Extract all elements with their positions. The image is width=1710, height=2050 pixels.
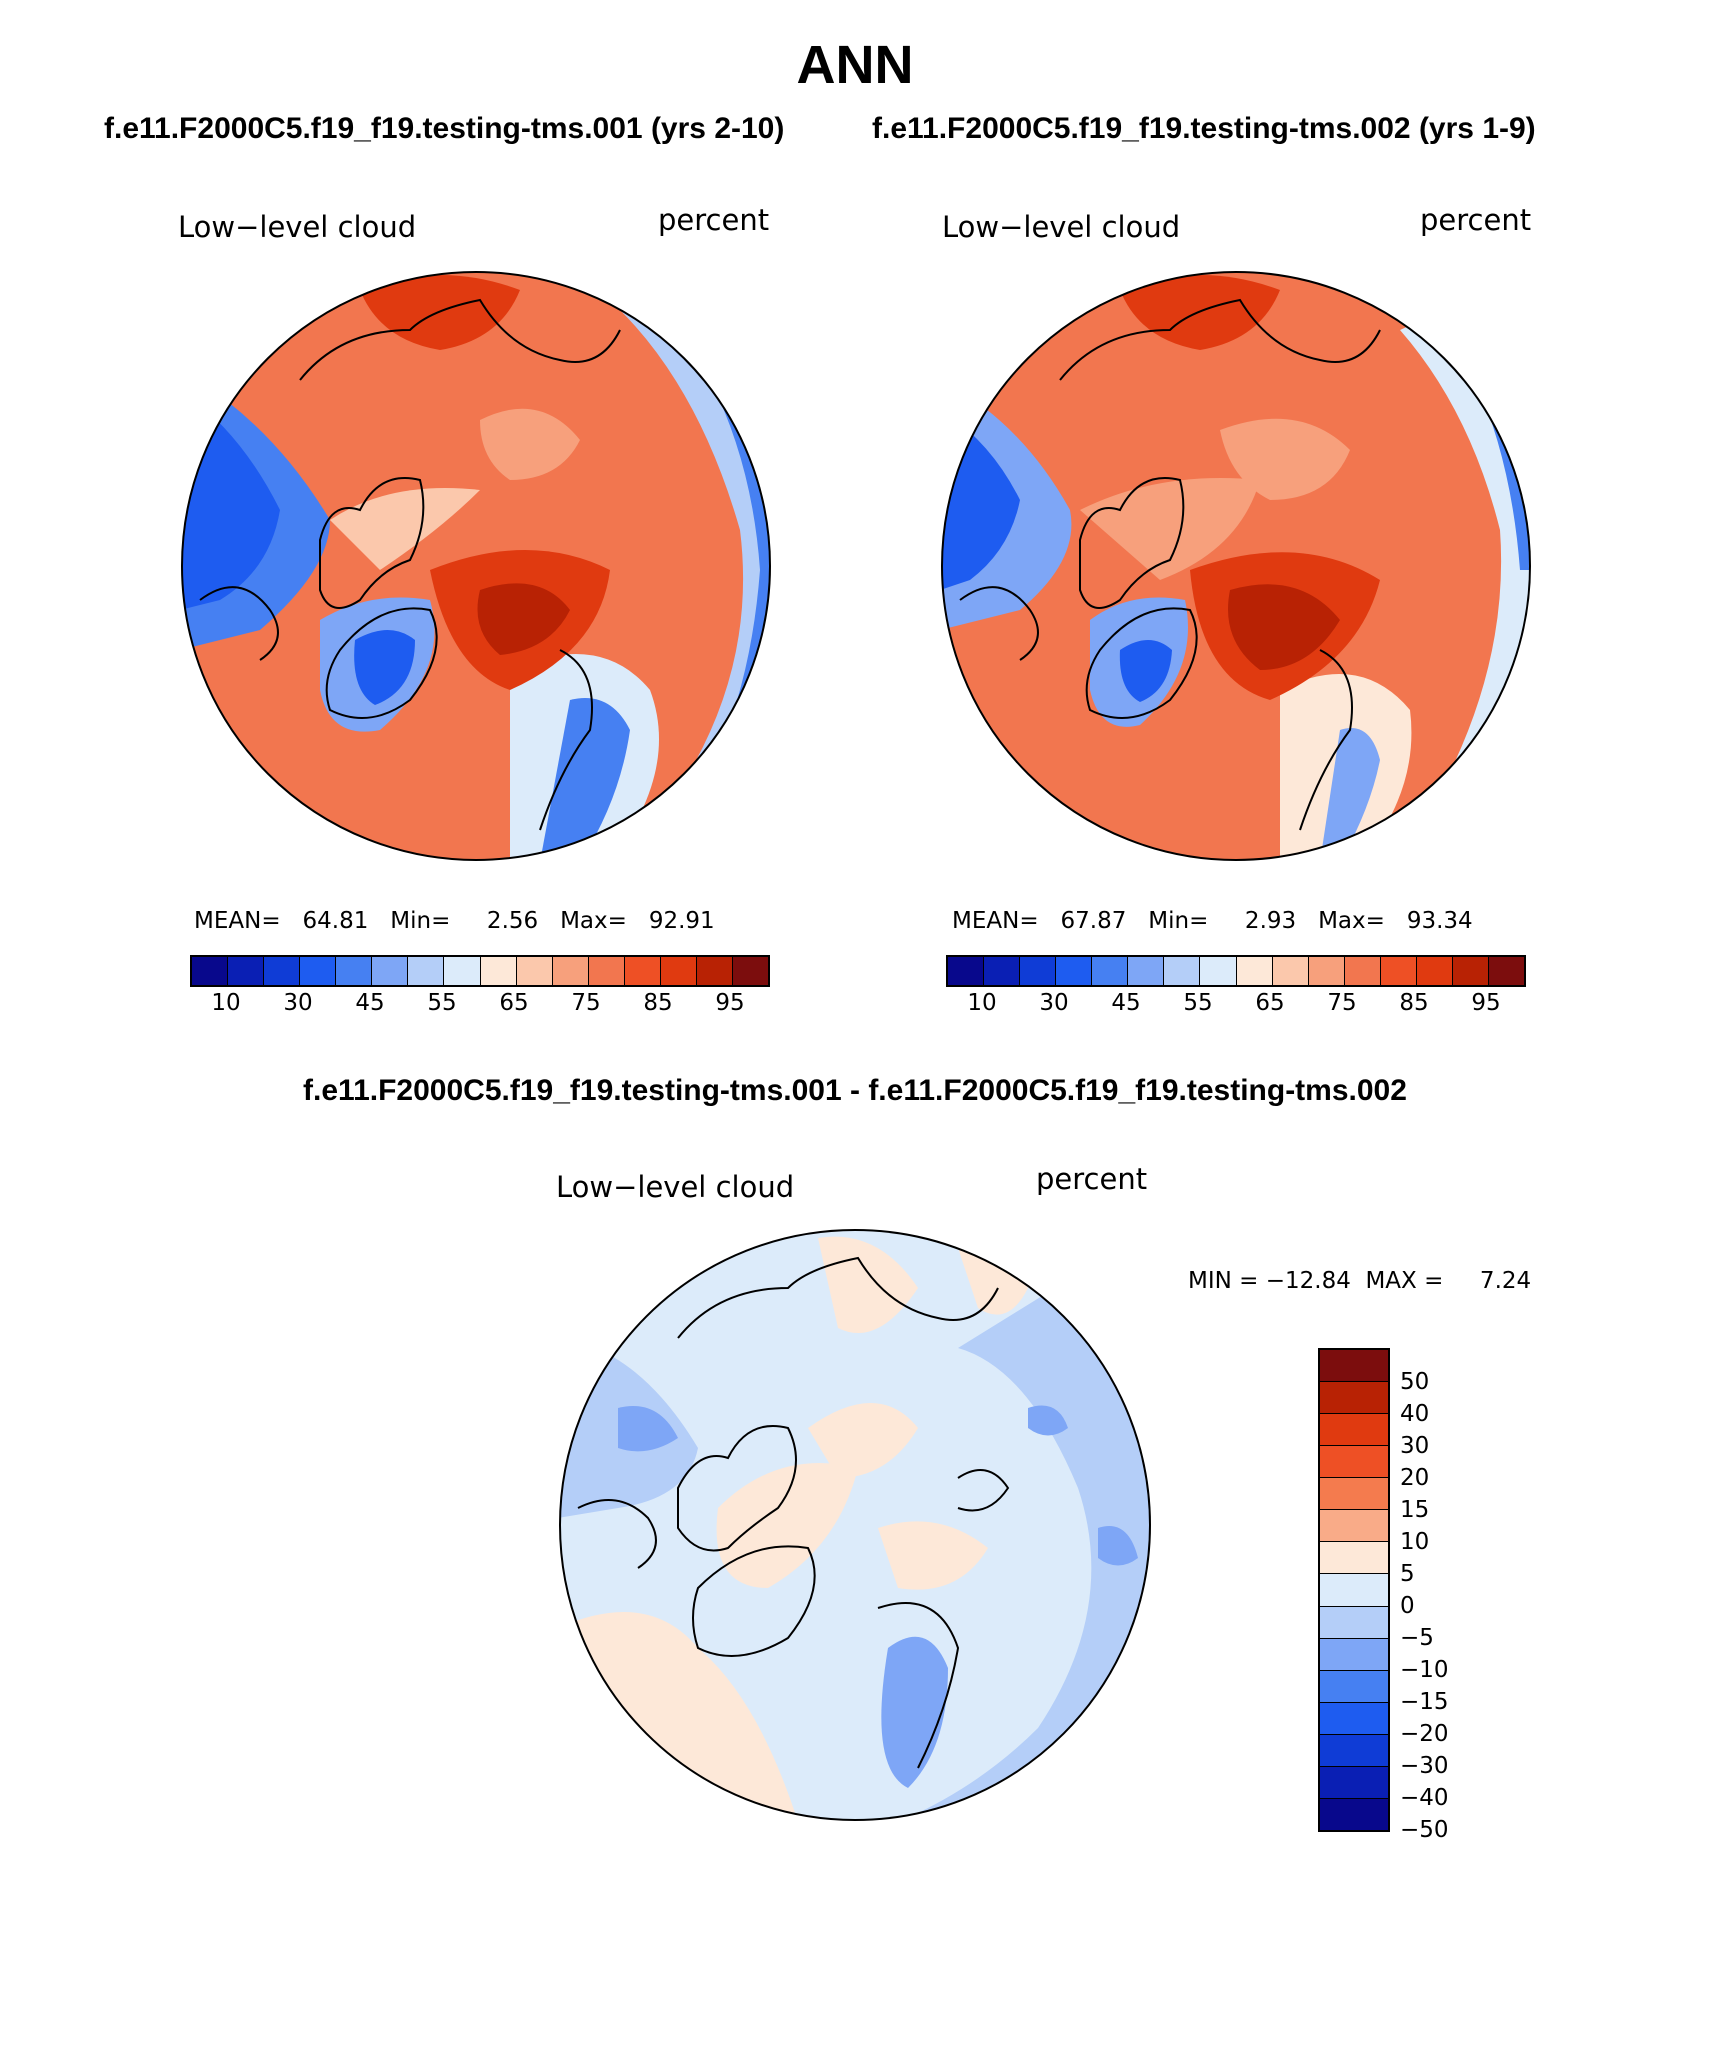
colorbar-swatch bbox=[1320, 1542, 1388, 1575]
colorbar-swatch bbox=[372, 957, 409, 985]
colorbar-swatch bbox=[1320, 1414, 1388, 1447]
colorbar-swatch bbox=[1320, 1734, 1388, 1767]
panel-2-stats: MEAN= 67.87 Min= 2.93 Max= 93.34 bbox=[952, 908, 1473, 934]
panel-2-colorbar bbox=[946, 955, 1526, 987]
difference-title: f.e11.F2000C5.f19_f19.testing-tms.001 - … bbox=[303, 1074, 1407, 1107]
colorbar-swatch bbox=[516, 957, 553, 985]
difference-polar-map bbox=[559, 1229, 1151, 1821]
colorbar-swatch bbox=[1488, 957, 1524, 985]
colorbar-tick-label: 50 bbox=[1400, 1369, 1430, 1395]
colorbar-tick-label: 85 bbox=[643, 990, 673, 1016]
colorbar-tick-label: 65 bbox=[1255, 990, 1285, 1016]
colorbar-swatch bbox=[1056, 957, 1093, 985]
colorbar-tick-label: 10 bbox=[211, 990, 241, 1016]
colorbar-swatch bbox=[1416, 957, 1453, 985]
colorbar-tick-label: −40 bbox=[1400, 1785, 1449, 1811]
colorbar-swatch bbox=[1308, 957, 1345, 985]
colorbar-tick-label: −50 bbox=[1400, 1817, 1449, 1843]
difference-min-max: MIN = −12.84 MAX = 7.24 bbox=[1188, 1268, 1532, 1294]
colorbar-swatch bbox=[1200, 957, 1237, 985]
colorbar-swatch bbox=[264, 957, 301, 985]
panel-3-units-label: percent bbox=[1036, 1162, 1148, 1196]
colorbar-swatch bbox=[1320, 1702, 1388, 1735]
colorbar-tick-label: 15 bbox=[1400, 1497, 1430, 1523]
colorbar-tick-label: 30 bbox=[283, 990, 313, 1016]
colorbar-swatch bbox=[1320, 1798, 1388, 1830]
colorbar-tick-label: 45 bbox=[1111, 990, 1141, 1016]
colorbar-tick-label: 0 bbox=[1400, 1593, 1415, 1619]
colorbar-swatch bbox=[408, 957, 445, 985]
colorbar-tick-label: −5 bbox=[1400, 1625, 1434, 1651]
colorbar-tick-label: 55 bbox=[427, 990, 457, 1016]
colorbar-tick-label: 30 bbox=[1039, 990, 1069, 1016]
colorbar-swatch bbox=[552, 957, 589, 985]
case-1-subtitle: f.e11.F2000C5.f19_f19.testing-tms.001 (y… bbox=[104, 112, 785, 145]
colorbar-swatch bbox=[948, 957, 985, 985]
colorbar-swatch bbox=[1320, 1606, 1388, 1639]
colorbar-swatch bbox=[192, 957, 229, 985]
colorbar-tick-label: 75 bbox=[1327, 990, 1357, 1016]
colorbar-tick-label: 5 bbox=[1400, 1561, 1415, 1587]
difference-colorbar bbox=[1318, 1348, 1390, 1832]
panel-3-variable-label: Low−level cloud bbox=[556, 1170, 795, 1204]
colorbar-swatch bbox=[1164, 957, 1201, 985]
colorbar-tick-label: 20 bbox=[1400, 1465, 1430, 1491]
colorbar-swatch bbox=[1128, 957, 1165, 985]
figure-title: ANN bbox=[796, 35, 914, 95]
colorbar-tick-label: 40 bbox=[1400, 1401, 1430, 1427]
colorbar-tick-label: 65 bbox=[499, 990, 529, 1016]
colorbar-tick-label: 95 bbox=[715, 990, 745, 1016]
colorbar-swatch bbox=[1452, 957, 1489, 985]
colorbar-tick-label: 10 bbox=[1400, 1529, 1430, 1555]
colorbar-swatch bbox=[732, 957, 768, 985]
colorbar-swatch bbox=[1236, 957, 1273, 985]
colorbar-swatch bbox=[1320, 1510, 1388, 1543]
panel-1-stats: MEAN= 64.81 Min= 2.56 Max= 92.91 bbox=[194, 908, 715, 934]
colorbar-tick-label: 55 bbox=[1183, 990, 1213, 1016]
colorbar-tick-label: −10 bbox=[1400, 1657, 1449, 1683]
colorbar-swatch bbox=[660, 957, 697, 985]
colorbar-tick-label: 85 bbox=[1399, 990, 1429, 1016]
panel-1-polar-map bbox=[181, 271, 771, 861]
colorbar-tick-label: −20 bbox=[1400, 1721, 1449, 1747]
panel-2-variable-label: Low−level cloud bbox=[942, 210, 1181, 244]
colorbar-swatch bbox=[984, 957, 1021, 985]
colorbar-swatch bbox=[1320, 1574, 1388, 1607]
colorbar-swatch bbox=[1344, 957, 1381, 985]
panel-2-units-label: percent bbox=[1420, 203, 1532, 237]
colorbar-swatch bbox=[1320, 1350, 1388, 1383]
panel-1-units-label: percent bbox=[658, 203, 770, 237]
colorbar-swatch bbox=[696, 957, 733, 985]
colorbar-swatch bbox=[1320, 1478, 1388, 1511]
colorbar-swatch bbox=[624, 957, 661, 985]
colorbar-tick-label: 75 bbox=[571, 990, 601, 1016]
colorbar-swatch bbox=[1320, 1638, 1388, 1671]
colorbar-swatch bbox=[588, 957, 625, 985]
colorbar-swatch bbox=[444, 957, 481, 985]
colorbar-swatch bbox=[336, 957, 373, 985]
colorbar-swatch bbox=[300, 957, 337, 985]
panel-2-polar-map bbox=[941, 271, 1531, 861]
colorbar-tick-label: 45 bbox=[355, 990, 385, 1016]
colorbar-swatch bbox=[1092, 957, 1129, 985]
colorbar-swatch bbox=[1320, 1446, 1388, 1479]
colorbar-swatch bbox=[1320, 1382, 1388, 1415]
colorbar-tick-label: −30 bbox=[1400, 1753, 1449, 1779]
colorbar-swatch bbox=[480, 957, 517, 985]
colorbar-tick-label: 30 bbox=[1400, 1433, 1430, 1459]
colorbar-swatch bbox=[1320, 1670, 1388, 1703]
colorbar-swatch bbox=[228, 957, 265, 985]
panel-1-colorbar bbox=[190, 955, 770, 987]
colorbar-tick-label: −15 bbox=[1400, 1689, 1449, 1715]
panel-1-variable-label: Low−level cloud bbox=[178, 210, 417, 244]
case-2-subtitle: f.e11.F2000C5.f19_f19.testing-tms.002 (y… bbox=[872, 112, 1536, 145]
colorbar-swatch bbox=[1272, 957, 1309, 985]
colorbar-swatch bbox=[1020, 957, 1057, 985]
colorbar-swatch bbox=[1380, 957, 1417, 985]
colorbar-swatch bbox=[1320, 1766, 1388, 1799]
colorbar-tick-label: 10 bbox=[967, 990, 997, 1016]
colorbar-tick-label: 95 bbox=[1471, 990, 1501, 1016]
